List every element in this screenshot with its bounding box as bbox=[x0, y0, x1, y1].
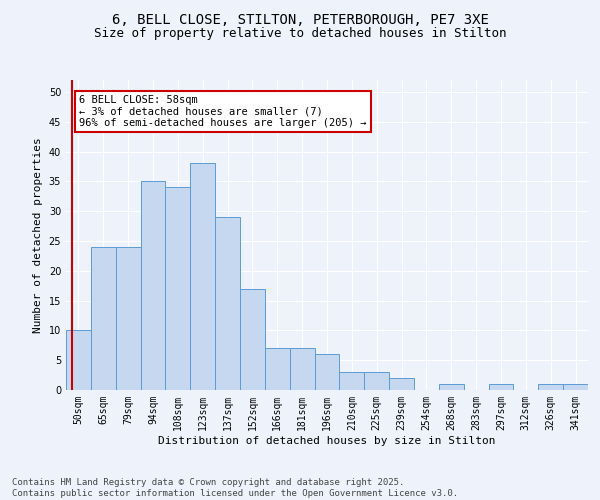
Bar bbox=[563, 384, 588, 390]
Text: Contains HM Land Registry data © Crown copyright and database right 2025.
Contai: Contains HM Land Registry data © Crown c… bbox=[12, 478, 458, 498]
Bar bbox=[439, 384, 464, 390]
Bar bbox=[265, 348, 290, 390]
Y-axis label: Number of detached properties: Number of detached properties bbox=[33, 137, 43, 333]
X-axis label: Distribution of detached houses by size in Stilton: Distribution of detached houses by size … bbox=[158, 436, 496, 446]
Bar bbox=[166, 188, 190, 390]
Bar bbox=[190, 164, 215, 390]
Text: 6 BELL CLOSE: 58sqm
← 3% of detached houses are smaller (7)
96% of semi-detached: 6 BELL CLOSE: 58sqm ← 3% of detached hou… bbox=[79, 95, 367, 128]
Bar bbox=[314, 354, 340, 390]
Bar bbox=[91, 247, 116, 390]
Bar bbox=[116, 247, 140, 390]
Bar bbox=[488, 384, 514, 390]
Bar bbox=[340, 372, 364, 390]
Bar bbox=[240, 288, 265, 390]
Text: 6, BELL CLOSE, STILTON, PETERBOROUGH, PE7 3XE: 6, BELL CLOSE, STILTON, PETERBOROUGH, PE… bbox=[112, 12, 488, 26]
Bar bbox=[290, 348, 314, 390]
Bar bbox=[538, 384, 563, 390]
Bar bbox=[140, 182, 166, 390]
Bar bbox=[215, 217, 240, 390]
Text: Size of property relative to detached houses in Stilton: Size of property relative to detached ho… bbox=[94, 28, 506, 40]
Bar bbox=[389, 378, 414, 390]
Bar bbox=[364, 372, 389, 390]
Bar bbox=[66, 330, 91, 390]
